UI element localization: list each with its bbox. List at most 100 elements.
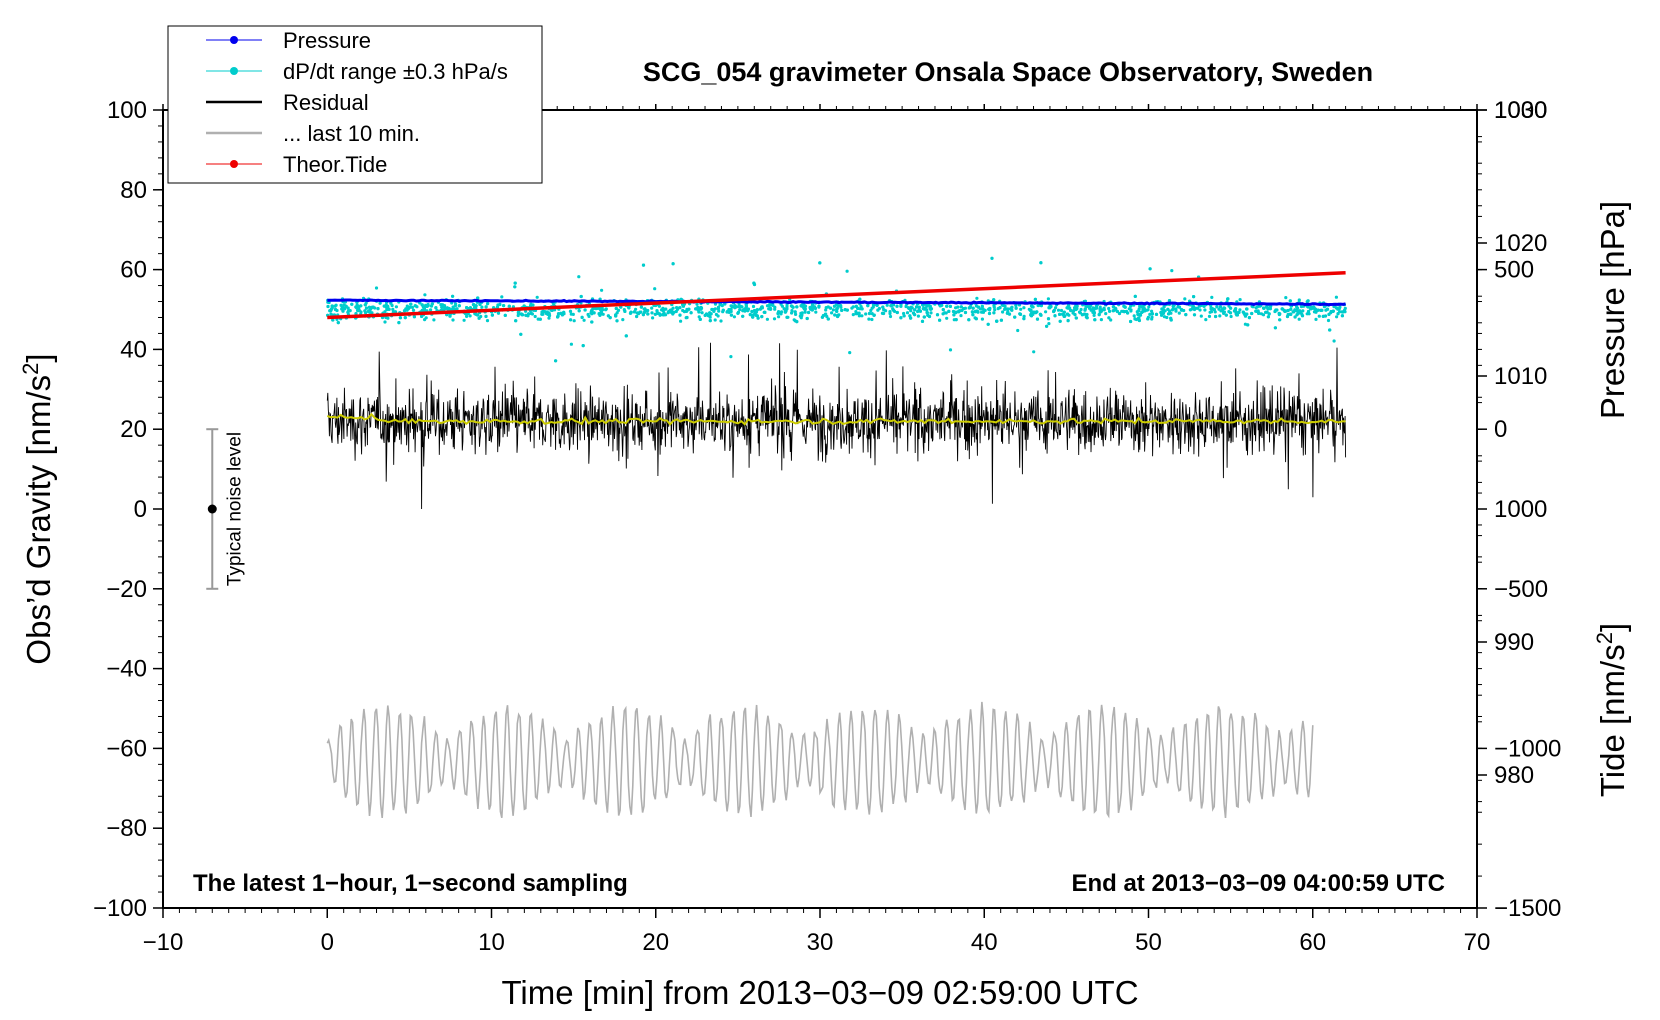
dpdt-dot — [914, 305, 919, 309]
dpdt-dot — [1061, 312, 1065, 316]
x-tick-label: 60 — [1299, 929, 1326, 956]
dpdt-dot — [710, 307, 714, 312]
dpdt-dot — [1138, 304, 1142, 308]
dpdt-dot — [468, 306, 472, 310]
dpdt-dot — [1016, 328, 1020, 333]
dpdt-dot — [812, 305, 817, 309]
dpdt-dot — [905, 311, 910, 315]
dpdt-dot — [404, 307, 408, 311]
dpdt-dot — [1122, 310, 1126, 314]
dpdt-dot — [854, 312, 858, 316]
dpdt-dot — [420, 303, 424, 307]
dpdt-dot — [1299, 310, 1303, 314]
dpdt-dot — [444, 306, 448, 310]
dpdt-dot — [662, 311, 666, 315]
dpdt-dot — [1092, 313, 1096, 317]
dpdt-dot — [1183, 297, 1187, 301]
dpdt-dot — [355, 306, 359, 310]
dpdt-dot — [639, 310, 643, 314]
dpdt-dot — [632, 310, 637, 314]
dpdt-dot — [363, 309, 367, 313]
dpdt-dot — [1170, 308, 1174, 312]
dpdt-dot — [1059, 308, 1064, 313]
dpdt-dot — [771, 303, 775, 307]
dpdt-dot — [857, 314, 862, 318]
dpdt-dot — [374, 286, 379, 290]
dpdt-dot — [753, 312, 757, 316]
tide-tick-label: −500 — [1494, 576, 1548, 603]
dpdt-dot — [755, 308, 759, 312]
dpdt-dot — [634, 307, 638, 311]
dpdt-dot — [1074, 304, 1078, 308]
dpdt-dot — [1099, 308, 1104, 312]
x-tick-label: 70 — [1464, 929, 1491, 956]
dpdt-dot — [1337, 307, 1341, 311]
dpdt-dot — [790, 309, 794, 313]
dpdt-dot — [920, 319, 925, 323]
dpdt-dot — [1108, 309, 1112, 313]
dpdt-dot — [952, 313, 956, 317]
noise-bar-center-dot — [207, 504, 217, 514]
dpdt-dot — [1137, 316, 1141, 320]
dpdt-dot — [860, 314, 864, 318]
y-axis-label-pressure: Pressure [hPa] — [1594, 201, 1631, 419]
dpdt-dot — [1062, 314, 1066, 318]
dpdt-dot — [1266, 315, 1270, 319]
dpdt-dot — [398, 316, 402, 320]
dpdt-dot — [1129, 304, 1133, 308]
dpdt-dot — [1327, 312, 1331, 316]
legend-item: Residual — [206, 90, 369, 115]
dpdt-dot — [1056, 308, 1061, 312]
dpdt-dot — [423, 293, 427, 297]
dpdt-dot — [346, 309, 351, 313]
dpdt-dot — [519, 332, 523, 336]
dpdt-dot — [891, 308, 896, 312]
dpdt-dot — [370, 305, 374, 309]
dpdt-dot — [697, 315, 701, 319]
dpdt-dot — [929, 311, 933, 315]
dpdt-dot — [870, 317, 874, 322]
dpdt-dot — [1273, 309, 1277, 314]
dpdt-dot — [364, 306, 369, 310]
dpdt-dot — [870, 306, 874, 310]
dpdt-dot — [681, 308, 685, 313]
dpdt-dot — [333, 304, 337, 308]
dpdt-dot — [656, 311, 660, 315]
dpdt-dot — [935, 313, 940, 317]
dpdt-dot — [782, 307, 786, 311]
dpdt-dot — [628, 311, 633, 315]
pressure-tick-label: 1010 — [1494, 363, 1547, 390]
tide-line — [327, 271, 1346, 320]
dpdt-dot — [1188, 308, 1192, 312]
dpdt-dot — [1319, 308, 1323, 312]
y-tick-label: 20 — [120, 416, 147, 443]
dpdt-dot — [407, 306, 411, 310]
dpdt-dot — [448, 314, 452, 318]
dpdt-dot — [451, 294, 455, 298]
dpdt-dot — [917, 305, 922, 309]
dpdt-dot — [511, 305, 515, 309]
dpdt-dot — [1039, 261, 1043, 265]
dpdt-dot — [746, 309, 750, 313]
dpdt-dot — [717, 309, 721, 313]
dpdt-dot — [767, 303, 772, 307]
dpdt-dot — [1138, 313, 1143, 317]
dpdt-dot — [1072, 309, 1076, 313]
dpdt-dot — [587, 314, 591, 318]
dpdt-dot — [1046, 317, 1051, 321]
x-tick-label: 40 — [971, 929, 998, 956]
dpdt-dot — [1254, 306, 1258, 310]
dpdt-dot — [992, 298, 996, 302]
dpdt-dot — [779, 312, 783, 316]
pressure-tick-label: 980 — [1494, 762, 1534, 789]
dpdt-dot — [1150, 315, 1154, 319]
dpdt-dot — [527, 312, 531, 316]
dpdt-dot — [412, 315, 416, 319]
y-tick-label: −60 — [106, 735, 147, 762]
dpdt-dot — [329, 312, 333, 316]
dpdt-dot — [547, 316, 551, 320]
dpdt-dot — [1316, 308, 1320, 312]
dpdt-dot — [699, 306, 704, 310]
dpdt-dot — [784, 309, 788, 313]
dpdt-dot — [451, 306, 455, 310]
